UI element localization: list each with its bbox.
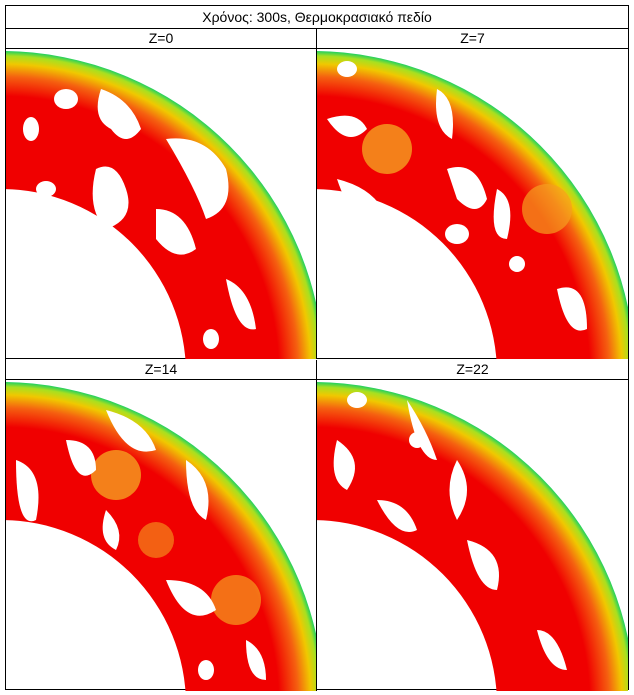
table-title: Χρόνος: 300s, Θερμοκρασιακό πεδίο (6, 6, 628, 29)
temperature-field (317, 51, 628, 359)
panel: Z=22 (317, 360, 628, 691)
temperature-field (6, 51, 316, 359)
temperature-field (317, 382, 628, 691)
panel-label: Z=22 (317, 360, 628, 380)
panel-label: Z=0 (6, 29, 316, 49)
panel: Z=0 (6, 29, 317, 359)
panel-label: Z=14 (6, 360, 316, 380)
panel-label: Z=7 (317, 29, 628, 49)
temperature-field (6, 382, 316, 691)
panel: Z=7 (317, 29, 628, 359)
results-table: Χρόνος: 300s, Θερμοκρασιακό πεδίο Z=0 Z=… (5, 5, 629, 691)
panel: Z=14 (6, 360, 317, 691)
